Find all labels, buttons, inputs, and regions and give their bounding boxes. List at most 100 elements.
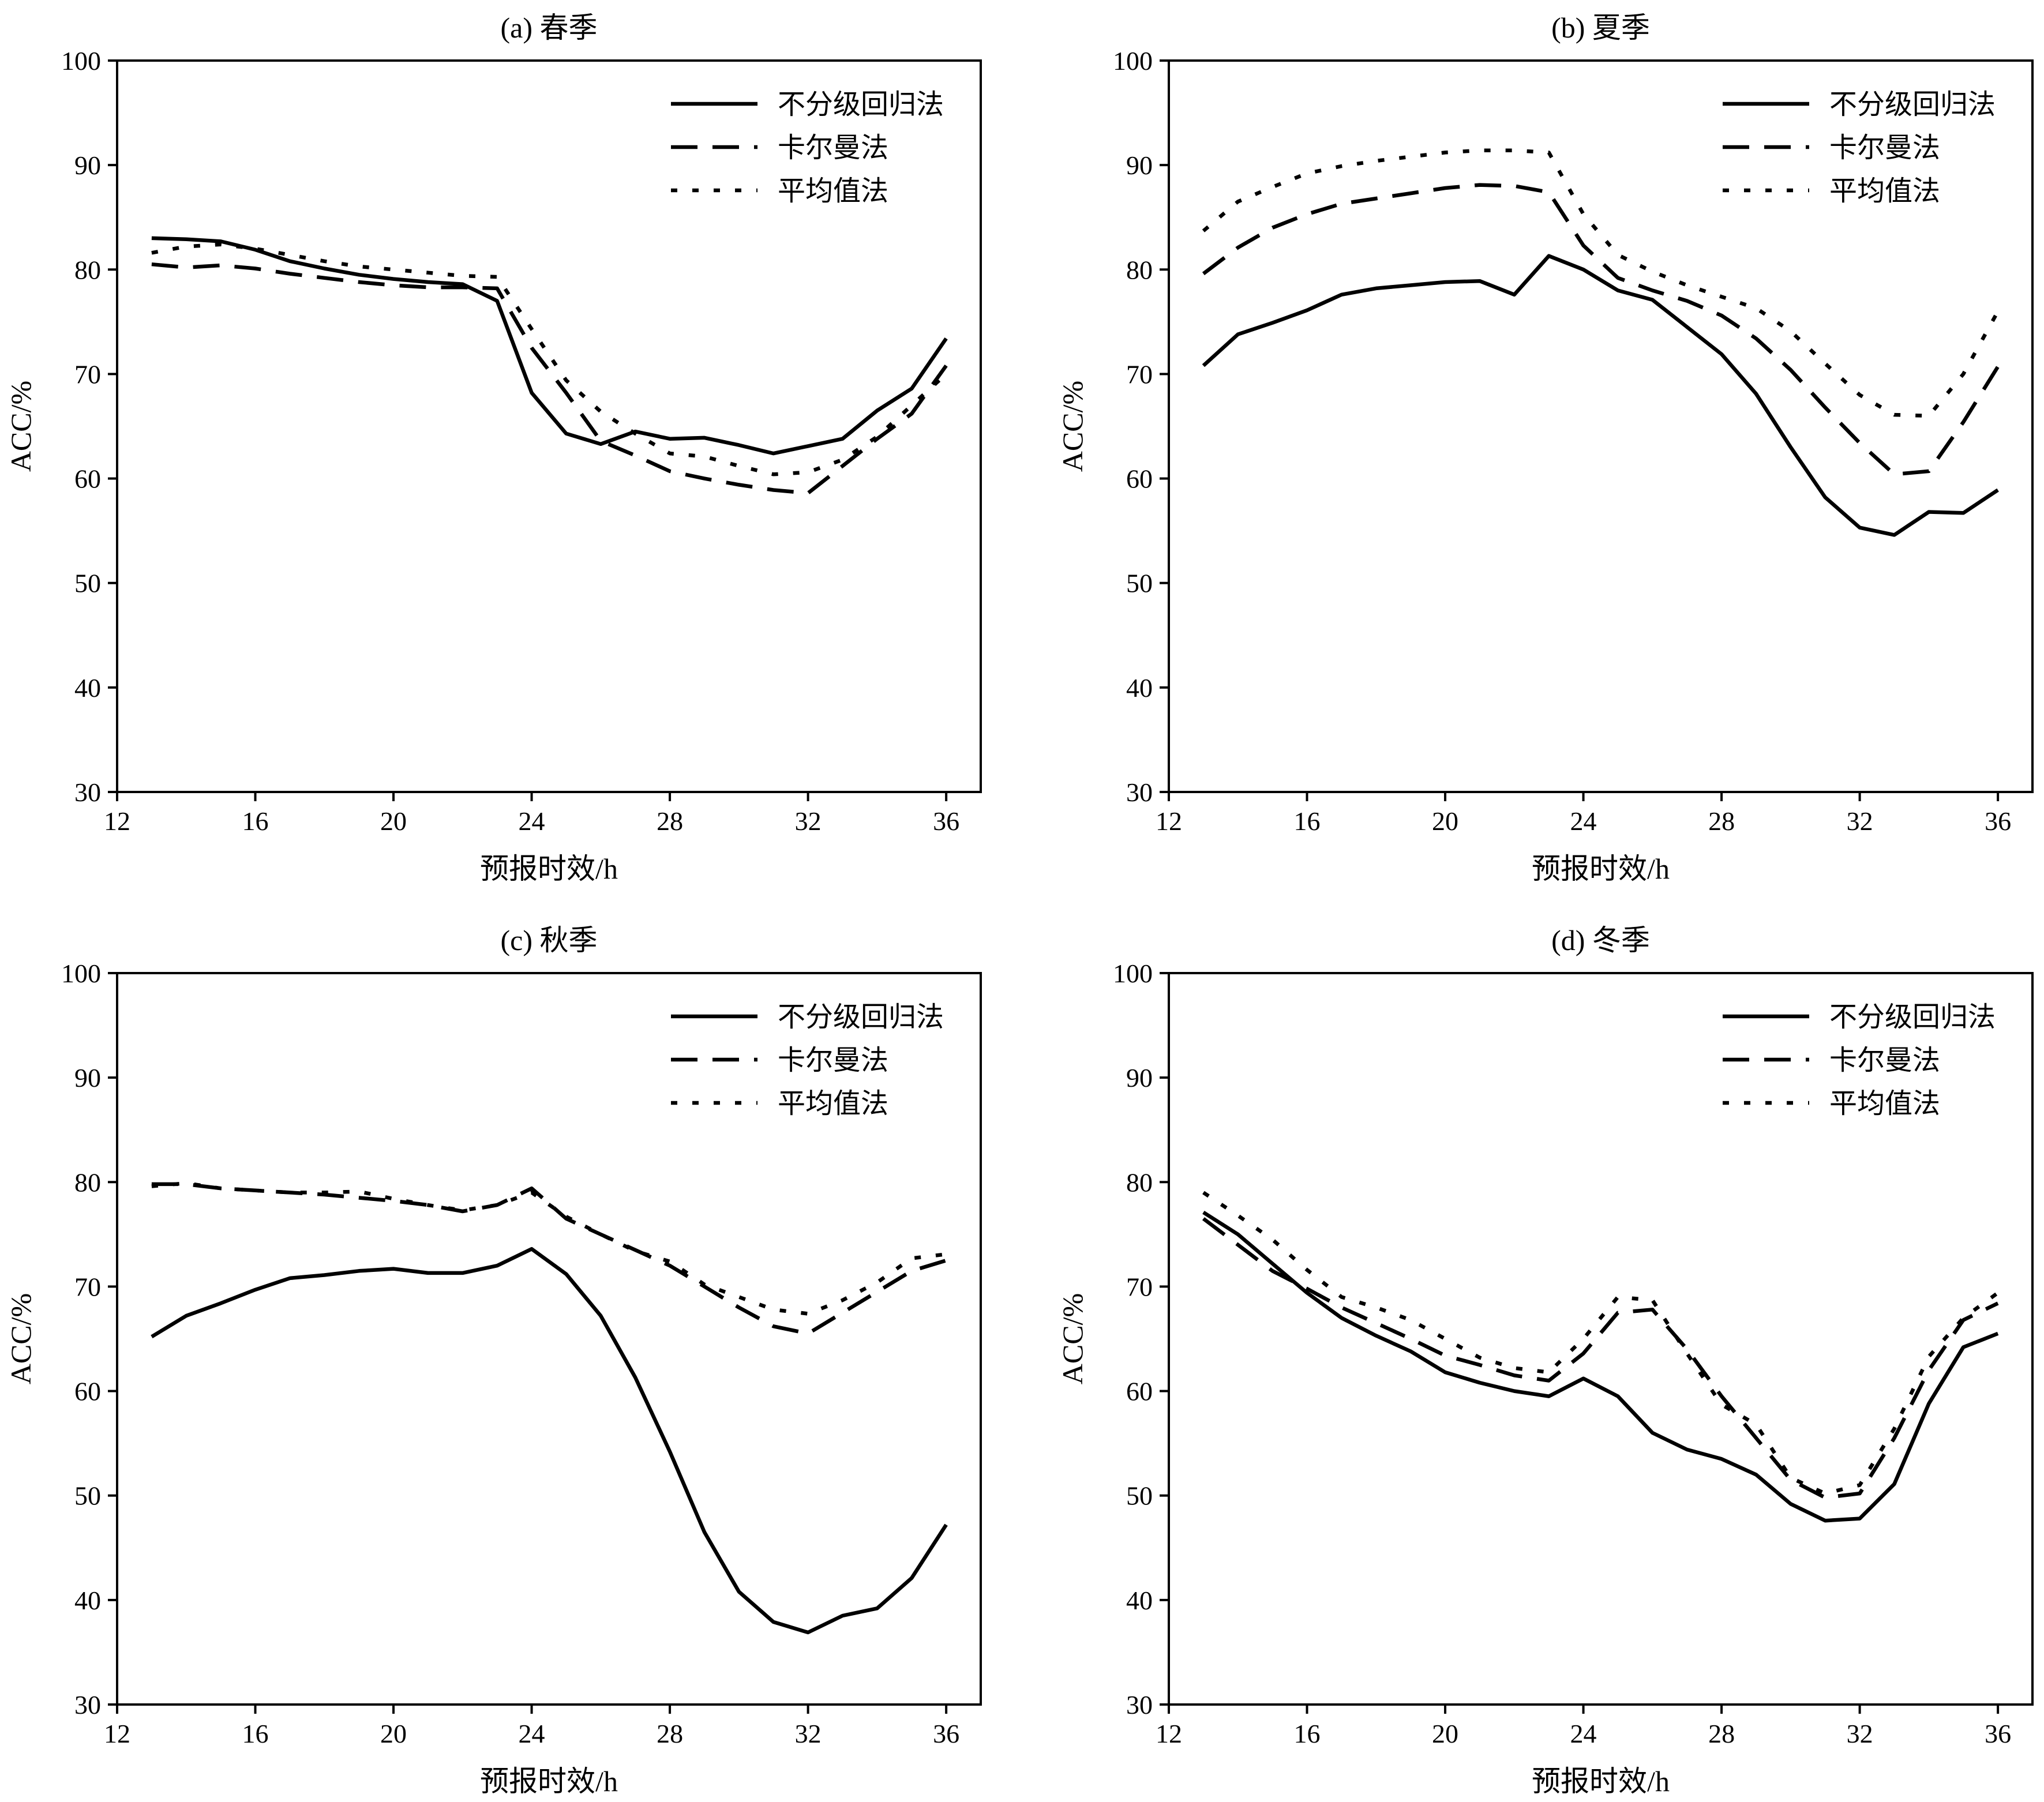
y-axis-label: ACC/% [5,381,37,472]
x-tick-label: 36 [1985,806,2011,836]
y-tick-label: 50 [74,1481,101,1511]
series-line-dashed [1202,1217,1999,1500]
legend-label: 平均值法 [1829,176,1940,207]
chart-panel: (b) 夏季 30 40 50 60 70 80 90 100 12 16 20 24 28 32 36 预报时… [1056,12,2034,885]
chart-panel: (c) 秋季 30 40 50 60 70 80 90 100 12 16 20 24 28 32 36 预报时… [5,924,982,1797]
y-tick-label: 100 [1113,959,1153,988]
x-axis-label: 预报时效/h [1532,1765,1670,1797]
y-tick-label: 90 [74,1063,101,1093]
legend-label: 卡尔曼法 [778,133,888,163]
x-tick-label: 16 [1294,806,1321,836]
x-tick-label: 32 [1847,1719,1873,1748]
legend-label: 不分级回归法 [778,89,944,120]
series-line-dotted [151,242,948,476]
chart-panel: (a) 春季 30 40 50 60 70 80 90 100 12 16 20 24 28 32 36 预报时… [5,12,982,885]
x-tick-label: 28 [1708,806,1735,836]
series-line-dotted [151,1181,947,1316]
x-tick-label: 16 [1294,1719,1321,1748]
x-axis-label: 预报时效/h [1532,853,1670,885]
x-tick-label: 20 [380,806,407,836]
y-tick-label: 70 [1126,1272,1153,1301]
chart-title: (a) 春季 [501,12,598,44]
y-tick-label: 80 [1126,255,1153,284]
legend-label: 不分级回归法 [778,1002,944,1033]
x-tick-label: 28 [1708,1719,1735,1748]
x-tick-label: 12 [104,806,130,836]
series-line-dashed [1202,183,2000,476]
y-tick-label: 30 [74,778,101,807]
x-tick-label: 32 [1847,806,1873,836]
x-tick-label: 20 [380,1719,407,1748]
y-tick-label: 100 [61,959,101,988]
x-tick-label: 12 [1156,806,1182,836]
x-tick-label: 28 [657,1719,683,1748]
y-tick-label: 70 [74,359,101,389]
y-tick-label: 90 [1126,1063,1153,1093]
y-tick-label: 70 [1126,359,1153,389]
y-tick-label: 40 [74,1586,101,1615]
y-tick-label: 60 [74,464,101,494]
y-axis-label: ACC/% [1056,381,1089,472]
y-tick-label: 80 [74,255,101,284]
y-tick-label: 50 [74,569,101,598]
y-tick-label: 100 [61,46,101,76]
x-tick-label: 16 [242,806,269,836]
y-tick-label: 30 [1126,1690,1153,1720]
chart-panel: (d) 冬季 30 40 50 60 70 80 90 100 12 16 20 24 28 32 36 预报时… [1056,924,2034,1797]
plot-frame [1168,972,2034,1706]
x-tick-label: 24 [1570,1719,1597,1748]
legend-label: 平均值法 [1829,1088,1940,1119]
x-tick-label: 24 [519,806,545,836]
legend-label: 卡尔曼法 [1829,133,1940,163]
x-tick-label: 32 [795,806,822,836]
y-tick-label: 50 [1126,1481,1153,1511]
x-tick-label: 20 [1432,806,1458,836]
y-tick-label: 80 [1126,1167,1153,1197]
x-tick-label: 12 [104,1719,130,1748]
chart-title: (d) 冬季 [1551,924,1650,956]
y-tick-label: 70 [74,1272,101,1301]
x-tick-label: 20 [1432,1719,1458,1748]
legend-label: 平均值法 [778,176,888,207]
x-tick-label: 36 [933,806,959,836]
legend-label: 卡尔曼法 [1829,1045,1940,1076]
x-tick-label: 28 [657,806,683,836]
y-tick-label: 80 [74,1167,101,1197]
y-tick-label: 60 [1126,464,1153,494]
x-tick-label: 32 [795,1719,822,1748]
y-tick-label: 60 [1126,1377,1153,1406]
plot-frame [116,59,982,793]
y-tick-label: 100 [1113,46,1153,76]
y-axis-label: ACC/% [1056,1293,1089,1384]
y-tick-label: 90 [1126,151,1153,180]
y-tick-label: 40 [1126,673,1153,703]
y-tick-label: 40 [1126,1586,1153,1615]
chart-title: (c) 秋季 [501,924,598,956]
y-axis-label: ACC/% [5,1293,37,1384]
x-tick-label: 12 [1156,1719,1182,1748]
y-tick-label: 60 [74,1377,101,1406]
x-tick-label: 24 [519,1719,545,1748]
y-tick-label: 30 [1126,778,1153,807]
x-tick-label: 24 [1570,806,1597,836]
y-tick-label: 30 [74,1690,101,1720]
chart-title: (b) 夏季 [1551,12,1650,44]
legend-label: 不分级回归法 [1829,1002,1996,1033]
series-line-dashed [151,262,948,495]
x-axis-label: 预报时效/h [480,1765,618,1797]
series-line-solid [1202,254,1999,537]
legend-label: 不分级回归法 [1829,89,1996,120]
plot-frame [1168,59,2034,793]
legend-label: 平均值法 [778,1088,888,1119]
series-line-dotted [1202,1191,2000,1496]
series-line-solid [151,1247,948,1635]
series-line-solid [151,236,948,456]
x-tick-label: 16 [242,1719,269,1748]
x-axis-label: 预报时效/h [480,853,618,885]
y-tick-label: 50 [1126,569,1153,598]
series-line-solid [1202,1211,1999,1523]
plot-frame [116,972,982,1706]
legend-label: 卡尔曼法 [778,1045,888,1076]
y-tick-label: 90 [74,151,101,180]
